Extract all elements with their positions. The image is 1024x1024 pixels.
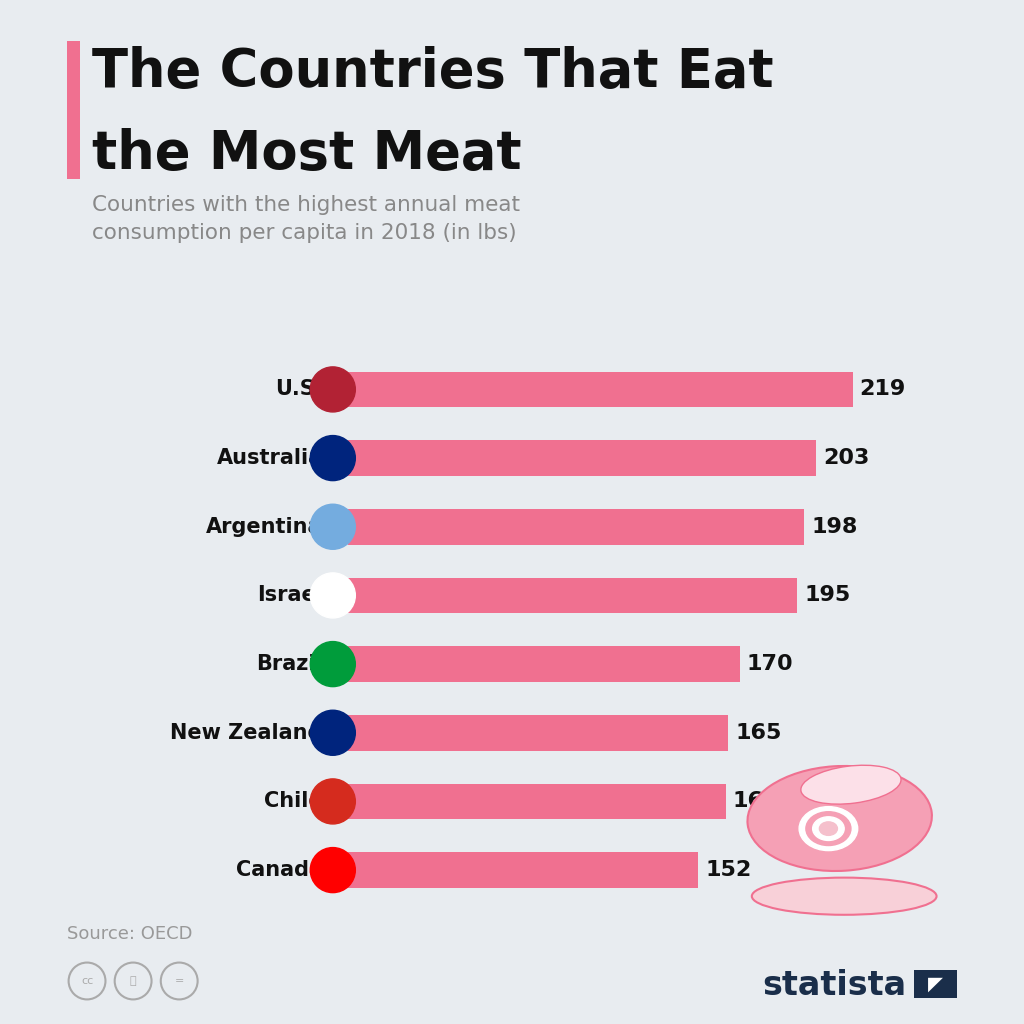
Circle shape xyxy=(813,817,844,841)
Text: The Countries That Eat: The Countries That Eat xyxy=(92,46,774,98)
Text: New Zealand: New Zealand xyxy=(170,723,323,742)
Bar xyxy=(348,646,740,682)
Text: Source: OECD: Source: OECD xyxy=(67,925,193,943)
Bar xyxy=(348,509,805,545)
Text: Australia: Australia xyxy=(216,449,323,468)
Text: Israel: Israel xyxy=(257,586,323,605)
Text: 203: 203 xyxy=(823,449,869,468)
Text: ⓘ: ⓘ xyxy=(130,976,136,986)
Text: Countries with the highest annual meat
consumption per capita in 2018 (in lbs): Countries with the highest annual meat c… xyxy=(92,195,520,243)
Text: 198: 198 xyxy=(811,517,858,537)
Bar xyxy=(348,440,816,476)
Circle shape xyxy=(819,822,838,836)
Text: 152: 152 xyxy=(706,860,752,880)
Circle shape xyxy=(799,807,858,851)
Text: Canada: Canada xyxy=(236,860,323,880)
Text: Chile: Chile xyxy=(264,792,323,811)
Text: 165: 165 xyxy=(735,723,781,742)
Text: 164: 164 xyxy=(733,792,779,811)
Text: 195: 195 xyxy=(805,586,851,605)
Text: ◤: ◤ xyxy=(929,975,943,993)
Ellipse shape xyxy=(801,765,901,804)
Ellipse shape xyxy=(752,878,937,914)
Text: Brazil: Brazil xyxy=(256,654,323,674)
Text: the Most Meat: the Most Meat xyxy=(92,128,522,180)
Bar xyxy=(348,715,728,751)
Bar xyxy=(348,783,726,819)
Text: 170: 170 xyxy=(746,654,794,674)
Bar xyxy=(348,372,853,408)
Text: 219: 219 xyxy=(860,380,906,399)
Bar xyxy=(348,852,698,888)
Text: statista: statista xyxy=(762,969,906,1001)
Circle shape xyxy=(806,812,851,846)
Text: =: = xyxy=(174,976,184,986)
Text: cc: cc xyxy=(81,976,93,986)
Ellipse shape xyxy=(748,766,932,871)
Text: Argentina: Argentina xyxy=(206,517,323,537)
Text: U.S.: U.S. xyxy=(274,380,323,399)
Bar xyxy=(348,578,798,613)
